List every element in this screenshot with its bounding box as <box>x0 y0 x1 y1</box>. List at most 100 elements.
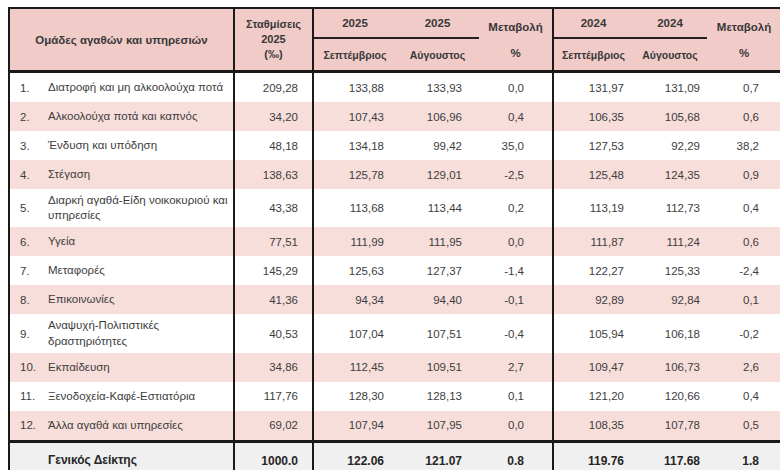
header-change-2024: Μεταβολή % <box>707 8 780 72</box>
group-cell: 5.Διαρκή αγαθά-Είδη νοικοκυριού και υπηρ… <box>9 189 234 227</box>
value-cell-weight: 40,53 <box>234 314 313 352</box>
value-cell-chg25: 0,0 <box>479 411 553 442</box>
group-cell: 7.Μεταφορές <box>9 256 234 285</box>
header-weights-line2: 2025 <box>235 32 312 47</box>
table-row: 5.Διαρκή αγαθά-Είδη νοικοκυριού και υπηρ… <box>9 189 780 227</box>
group-cell: 1. Διατροφή και μη αλκοολούχα ποτά <box>9 72 234 103</box>
value-cell-sep25: 133,88 <box>313 72 396 103</box>
table-header: Ομάδες αγαθών και υπηρεσιών Σταθμίσεις 2… <box>9 8 780 72</box>
header-year-2024-aug: 2024 <box>633 8 707 38</box>
value-cell-chg24: 0,5 <box>707 411 780 442</box>
header-change-2025-percent: % <box>479 40 552 66</box>
value-cell-weight: 34,86 <box>234 353 313 382</box>
value-cell-chg25: -1,4 <box>479 256 553 285</box>
value-cell-weight: 69,02 <box>234 411 313 442</box>
group-cell: 8.Επικοινωνίες <box>9 285 234 314</box>
row-number: 12. <box>20 419 36 431</box>
total-sep25: 122.06 <box>313 441 396 470</box>
header-change-2025: Μεταβολή % <box>479 8 553 72</box>
value-cell-chg25: -2,5 <box>479 160 553 189</box>
table-row: 2.Αλκοολούχα ποτά και καπνός34,20107,431… <box>9 102 780 131</box>
table-row: 1.Διατροφή και μη αλκοολούχα ποτά209,281… <box>9 72 780 103</box>
value-cell-sep25: 125,78 <box>313 160 396 189</box>
value-cell-sep25: 113,68 <box>313 189 396 227</box>
table-row: 8.Επικοινωνίες41,3694,3494,40-0,192,8992… <box>9 285 780 314</box>
table-row: 10.Εκπαίδευση34,86112,45109,512,7109,471… <box>9 353 780 382</box>
value-cell-aug24: 111,24 <box>633 227 707 256</box>
value-cell-chg25: -0,4 <box>479 314 553 352</box>
value-cell-sep24: 131,97 <box>553 72 633 103</box>
value-cell-chg24: 2,6 <box>707 353 780 382</box>
value-cell-aug24: 92,29 <box>633 131 707 160</box>
value-cell-chg25: 2,7 <box>479 353 553 382</box>
value-cell-aug25: 127,37 <box>396 256 479 285</box>
value-cell-chg24: 0,4 <box>707 189 780 227</box>
value-cell-sep24: 121,20 <box>553 382 633 411</box>
value-cell-aug24: 120,66 <box>633 382 707 411</box>
header-weights: Σταθμίσεις 2025 (‰) <box>234 8 313 72</box>
value-cell-chg24: 38,2 <box>707 131 780 160</box>
header-month-august-2025: Αύγουστος <box>396 38 479 72</box>
table-row: 4.Στέγαση138,63125,78129,01-2,5125,48124… <box>9 160 780 189</box>
group-cell: 2.Αλκοολούχα ποτά και καπνός <box>9 102 234 131</box>
value-cell-sep24: 113,19 <box>553 189 633 227</box>
value-cell-weight: 138,63 <box>234 160 313 189</box>
value-cell-aug24: 112,73 <box>633 189 707 227</box>
value-cell-aug25: 99,42 <box>396 131 479 160</box>
value-cell-chg24: 0,4 <box>707 382 780 411</box>
total-aug25: 121.07 <box>396 441 479 470</box>
total-weight: 1000.0 <box>234 441 313 470</box>
header-year-2024-sep: 2024 <box>553 8 633 38</box>
value-cell-sep24: 127,53 <box>553 131 633 160</box>
value-cell-sep24: 105,94 <box>553 314 633 352</box>
value-cell-aug25: 111,95 <box>396 227 479 256</box>
row-label: Ξενοδοχεία-Καφέ-Εστιατόρια <box>48 385 199 408</box>
header-change-2024-percent: % <box>707 40 780 66</box>
group-cell: 6.Υγεία <box>9 227 234 256</box>
header-groups: Ομάδες αγαθών και υπηρεσιών <box>9 8 234 72</box>
value-cell-chg25: 35,0 <box>479 131 553 160</box>
value-cell-sep24: 109,47 <box>553 353 633 382</box>
value-cell-sep24: 111,87 <box>553 227 633 256</box>
total-label-cell: Γενικός Δείκτης <box>9 441 234 470</box>
row-label: Αναψυχή-Πολιτιστικές δραστηριότητες <box>48 314 233 352</box>
group-cell: 4.Στέγαση <box>9 160 234 189</box>
total-row: Γενικός Δείκτης 1000.0 122.06 121.07 0.8… <box>9 441 780 470</box>
value-cell-chg25: 0,1 <box>479 382 553 411</box>
value-cell-aug25: 113,44 <box>396 189 479 227</box>
value-cell-weight: 48,18 <box>234 131 313 160</box>
value-cell-aug24: 106,18 <box>633 314 707 352</box>
row-number: 1. <box>20 82 30 94</box>
row-label: Μεταφορές <box>48 259 109 282</box>
table-row: 12.Άλλα αγαθά και υπηρεσίες69,02107,94 10… <box>9 411 780 442</box>
value-cell-weight: 34,20 <box>234 102 313 131</box>
value-cell-chg24: 0,1 <box>707 285 780 314</box>
table-row: 3.Ένδυση και υπόδηση48,18134,1899,4235,0… <box>9 131 780 160</box>
value-cell-weight: 117,76 <box>234 382 313 411</box>
total-chg24: 1.8 <box>707 441 780 470</box>
value-cell-chg24: 0,7 <box>707 72 780 103</box>
cpi-index-table: Ομάδες αγαθών και υπηρεσιών Σταθμίσεις 2… <box>8 7 780 470</box>
value-cell-aug24: 105,68 <box>633 102 707 131</box>
row-number: 2. <box>20 111 30 123</box>
value-cell-chg24: -0,2 <box>707 314 780 352</box>
value-cell-sep25: 107,94 <box>313 411 396 442</box>
value-cell-weight: 41,36 <box>234 285 313 314</box>
value-cell-aug25: 128,13 <box>396 382 479 411</box>
value-cell-weight: 145,29 <box>234 256 313 285</box>
header-month-august-2024: Αύγουστος <box>633 38 707 72</box>
value-cell-aug25: 129,01 <box>396 160 479 189</box>
group-cell: 12.Άλλα αγαθά και υπηρεσίες <box>9 411 234 442</box>
header-row-years: Ομάδες αγαθών και υπηρεσιών Σταθμίσεις 2… <box>9 8 780 38</box>
total-label: Γενικός Δείκτης <box>48 449 141 470</box>
row-label: Υγεία <box>48 230 79 253</box>
row-label: Επικοινωνίες <box>48 288 118 311</box>
table-row: 6.Υγεία77,51111,99111,950,0111,87111,240… <box>9 227 780 256</box>
header-year-2025-aug: 2025 <box>396 8 479 38</box>
value-cell-aug25: 107,51 <box>396 314 479 352</box>
header-weights-line3: (‰) <box>235 47 312 62</box>
value-cell-chg24: 0,9 <box>707 160 780 189</box>
value-cell-aug25: 94,40 <box>396 285 479 314</box>
value-cell-aug24: 107,78 <box>633 411 707 442</box>
row-label: Διατροφή και μη αλκοολούχα ποτά <box>48 76 227 99</box>
